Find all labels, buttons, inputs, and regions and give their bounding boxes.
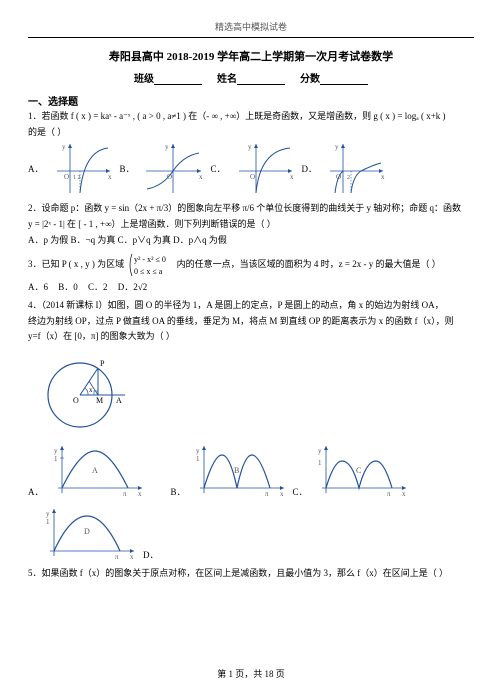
svg-text:x: x [290, 173, 294, 181]
svg-text:A: A [116, 396, 122, 405]
svg-text:π: π [115, 553, 119, 561]
svg-text:y: y [46, 510, 50, 518]
svg-text:A: A [92, 466, 98, 475]
q4-graph-b: y x 1 π B [192, 443, 287, 498]
q3-text-b: 内的任意一点，当该区域的面积为 4 时，z = 2x - y 的最大值是（ ） [177, 259, 441, 269]
svg-text:y: y [62, 143, 66, 151]
svg-text:x: x [108, 173, 112, 181]
q1-graph-a: x y O 1 2 [52, 141, 112, 196]
svg-text:x: x [280, 490, 284, 498]
svg-text:1: 1 [318, 459, 322, 467]
header-rule [28, 37, 474, 38]
svg-text:x: x [89, 386, 93, 394]
q3-opt-a: A．6 [28, 282, 48, 292]
class-label: 班级 [134, 74, 154, 85]
q2-text-b: y = |2ˣ - 1| 在 [ - 1 , +∞）上是增函数．则下列判断错误的… [28, 218, 474, 232]
q3-text-a: 3．已知 P ( x , y ) 为区域 [28, 259, 124, 269]
svg-text:y: y [335, 143, 339, 151]
q1-opt-d-label: D． [302, 162, 318, 175]
svg-text:x: x [381, 173, 385, 181]
q1-text-a: 1．若函数 f ( x ) = kaˣ - a⁻ˣ , ( a > 0 , a≠… [28, 110, 474, 124]
q4-graph-a: y x 1 π A [50, 443, 145, 498]
class-blank [154, 75, 202, 85]
svg-text:x: x [130, 553, 134, 561]
info-line: 班级 姓名 分数 [28, 70, 474, 85]
q2-text-a: 2．设命题 p：函数 y = sin（2x + π/3）的图象向左平移 π/6 … [28, 202, 474, 216]
q2-options: A．p 为假 B．¬q 为真 C．p∨q 为真 D．p∧q 为假 [28, 233, 474, 246]
svg-text:y: y [318, 447, 322, 455]
q3-line: 3．已知 P ( x , y ) 为区域 y² - x² ≤ 0 0 ≤ x ≤… [28, 252, 474, 278]
svg-text:B: B [234, 466, 239, 475]
q1-graph-c: x y O [234, 141, 294, 196]
q1-options: A． x y O 1 2 B． x y O C． x y O D． [28, 141, 474, 196]
q4-text-c: y=f（x）在 [0，π] 的图象大致为（ ） [28, 330, 474, 344]
svg-text:O: O [250, 173, 255, 181]
svg-text:1 2: 1 2 [73, 175, 81, 181]
q4-graph-d: y x 1 π D [42, 506, 137, 561]
svg-text:P: P [100, 359, 105, 368]
q3-opt-d: D．2√2 [118, 282, 147, 292]
q3-options: A．6 B．0 C．2 D．2√2 [28, 280, 474, 293]
q5-text: 5．如果函数 f（x）的图象关于原点对称，在区间上是减函数，且最小值为 3，那么… [28, 567, 474, 581]
svg-text:x: x [199, 173, 203, 181]
svg-text:x: x [138, 490, 142, 498]
q4-opt-c-label: C． [293, 485, 308, 498]
name-label: 姓名 [217, 74, 237, 85]
page-footer: 第 1 页，共 18 页 [0, 667, 502, 680]
q1-opt-b-label: B． [120, 162, 135, 175]
svg-text:O: O [73, 396, 79, 405]
q3-region: y² - x² ≤ 0 0 ≤ x ≤ a [126, 252, 174, 278]
q1-graph-b: x y O [143, 141, 203, 196]
q3-opt-b: B．0 [58, 282, 78, 292]
svg-text:1: 1 [196, 455, 200, 463]
q1-opt-c-label: C． [211, 162, 226, 175]
name-blank [237, 75, 285, 85]
svg-text:π: π [265, 490, 269, 498]
q4-text-b: 终边为射线 OP，过点 P 做直线 OA 的垂线，垂足为 M，将点 M 到直线 … [28, 315, 474, 329]
svg-text:D: D [84, 527, 90, 536]
svg-text:0 ≤ x ≤ a: 0 ≤ x ≤ a [134, 267, 163, 276]
q3-opt-c: C．2 [88, 282, 108, 292]
q4-opt-d-label: D． [143, 548, 159, 561]
q4-opt-b-label: B． [171, 485, 186, 498]
q1-opt-a-label: A． [28, 162, 44, 175]
page-header: 精选高中模拟试卷 [28, 20, 474, 33]
q4-text-a: 4．（2014 新课标 I）如图，圆 O 的半径为 1，A 是圆上的定点，P 是… [28, 299, 474, 313]
score-label: 分数 [300, 74, 320, 85]
svg-text:x: x [402, 490, 406, 498]
section-1-header: 一、选择题 [28, 93, 474, 108]
svg-text:π: π [387, 490, 391, 498]
svg-text:2: 2 [347, 175, 350, 181]
exam-title: 寿阳县高中 2018-2019 学年高二上学期第一次月考试卷数学 [28, 48, 474, 64]
svg-text:O: O [64, 173, 69, 181]
svg-text:y: y [196, 447, 200, 455]
q4-options: A． y x 1 π A B． y x 1 π B C． y x 1 π C [28, 443, 474, 561]
q1-graph-d: x y O 2 [325, 141, 385, 196]
svg-text:1: 1 [54, 455, 58, 463]
svg-text:y: y [248, 143, 252, 151]
svg-text:y: y [54, 447, 58, 455]
svg-text:C: C [356, 466, 361, 475]
score-blank [320, 75, 368, 85]
q4-graph-c: y x 1 π C [314, 443, 409, 498]
svg-text:y² - x² ≤ 0: y² - x² ≤ 0 [134, 255, 166, 264]
svg-text:M: M [96, 396, 103, 405]
q4-circle-diagram: x P O M A [40, 350, 140, 435]
svg-text:y: y [165, 143, 169, 151]
svg-text:π: π [123, 490, 127, 498]
q4-opt-a-label: A． [28, 485, 44, 498]
q1-text-b: 的是（ ） [28, 126, 474, 140]
svg-text:1: 1 [46, 518, 50, 526]
